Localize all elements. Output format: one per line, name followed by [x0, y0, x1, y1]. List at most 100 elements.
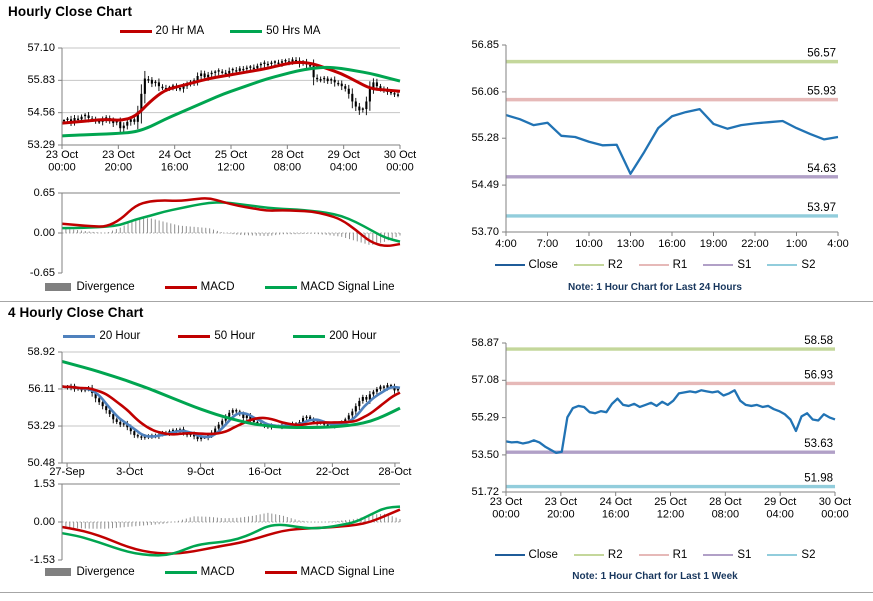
svg-text:57.08: 57.08	[471, 374, 499, 386]
hourly-macd-chart: 0.65 0.00 -0.65	[30, 187, 401, 279]
legend-item-label: S1	[737, 259, 752, 271]
macd-signal-line-legend-swatch-icon	[264, 285, 297, 289]
svg-text:56.06: 56.06	[471, 86, 499, 98]
legend-item-macd-signal-line: MACD Signal Line	[264, 281, 395, 293]
svg-text:1.53: 1.53	[34, 478, 55, 490]
legend-item-r2: R2	[573, 549, 623, 561]
legend-item-s2: S2	[767, 549, 815, 561]
section-divider-top	[0, 301, 873, 302]
svg-text:58.87: 58.87	[471, 337, 499, 349]
svg-text:28-Oct: 28-Oct	[378, 466, 411, 478]
svg-text:55.93: 55.93	[807, 86, 836, 98]
svg-text:55.83: 55.83	[27, 74, 55, 86]
20-hour-legend-swatch-icon	[63, 334, 96, 338]
svg-text:27-Sep: 27-Sep	[49, 466, 84, 478]
svg-text:4:00: 4:00	[495, 238, 516, 250]
svg-text:7:00: 7:00	[537, 238, 558, 250]
svg-text:55.28: 55.28	[471, 132, 499, 144]
r1-legend-swatch-icon	[638, 553, 669, 557]
pivot-24h-chart: 56.57 55.93 54.63 53.97 56.85 56.06 55.28 54.49…	[471, 39, 848, 250]
close-legend-swatch-icon	[494, 263, 525, 267]
legend-item-r1: R1	[638, 549, 688, 561]
svg-text:1:00: 1:00	[786, 238, 807, 250]
svg-text:4:00: 4:00	[827, 238, 848, 250]
svg-text:3-Oct: 3-Oct	[116, 466, 143, 478]
legend-item-close: Close	[494, 259, 558, 271]
50-hour-legend-swatch-icon	[178, 334, 211, 338]
svg-text:53.29: 53.29	[27, 139, 55, 151]
legend-item-label: Close	[528, 259, 558, 271]
section-divider-bottom	[0, 592, 873, 593]
r1-legend-swatch-icon	[638, 263, 669, 267]
macd-legend-swatch-icon	[164, 570, 197, 574]
four-hourly-macd-legend: Divergence MACD MACD Signal Line	[8, 566, 432, 578]
legend-item-s2: S2	[767, 259, 815, 271]
legend-item-200-hour: 200 Hour	[293, 330, 377, 342]
svg-text:16:00: 16:00	[658, 238, 686, 250]
svg-text:56.57: 56.57	[807, 48, 836, 60]
legend-item-label: 50 Hour	[214, 330, 256, 342]
svg-text:53.29: 53.29	[27, 420, 55, 432]
legend-item-label: Divergence	[76, 281, 135, 293]
svg-text:58.92: 58.92	[27, 346, 55, 358]
legend-item-label: R1	[672, 259, 688, 271]
50-hrs-ma-legend-swatch-icon	[230, 29, 263, 33]
legend-item-label: R1	[672, 549, 688, 561]
legend-item-label: Close	[528, 549, 558, 561]
s1-legend-swatch-icon	[703, 553, 734, 557]
svg-text:-1.53: -1.53	[30, 554, 55, 566]
legend-item-label: 20 Hr MA	[155, 25, 205, 37]
20-hr-ma-legend-swatch-icon	[119, 29, 152, 33]
legend-item-s1: S1	[703, 259, 751, 271]
hourly-price-legend: 20 Hr MA 50 Hrs MA	[8, 25, 432, 37]
hourly-chart-title: Hourly Close Chart	[8, 4, 133, 19]
four-hourly-macd-chart: 1.53 0.00 -1.53	[30, 478, 401, 566]
legend-item-label: S2	[801, 549, 816, 561]
svg-text:0.00: 0.00	[34, 227, 55, 239]
s2-legend-swatch-icon	[767, 553, 798, 557]
close-legend-swatch-icon	[494, 553, 525, 557]
svg-text:54.49: 54.49	[471, 179, 499, 191]
s2-legend-swatch-icon	[767, 263, 798, 267]
svg-text:9-Oct: 9-Oct	[187, 466, 214, 478]
svg-text:55.29: 55.29	[471, 412, 499, 424]
legend-item-20-hr-ma: 20 Hr MA	[119, 25, 205, 37]
legend-item-r2: R2	[573, 259, 623, 271]
svg-text:19:00: 19:00	[700, 238, 728, 250]
svg-text:56.93: 56.93	[804, 369, 833, 381]
macd-signal-line-legend-swatch-icon	[264, 570, 297, 574]
four-hourly-price-legend: 20 Hour 50 Hour 200 Hour	[8, 330, 432, 342]
svg-text:16-Oct: 16-Oct	[248, 466, 281, 478]
s1-legend-swatch-icon	[703, 263, 734, 267]
legend-item-divergence: Divergence	[45, 566, 135, 578]
svg-text:22:00: 22:00	[741, 238, 769, 250]
legend-item-s1: S1	[703, 549, 751, 561]
pivot-24h-legend: Close R2 R1 S1 S2	[440, 259, 870, 271]
svg-text:56.11: 56.11	[28, 383, 55, 395]
legend-item-macd: MACD	[164, 566, 235, 578]
divergence-legend-swatch-icon	[45, 283, 72, 291]
legend-item-r1: R1	[638, 259, 688, 271]
legend-item-close: Close	[494, 549, 558, 561]
hourly-macd-legend: Divergence MACD MACD Signal Line	[8, 281, 432, 293]
legend-item-label: MACD	[200, 281, 235, 293]
legend-item-macd: MACD	[164, 281, 235, 293]
divergence-legend-swatch-icon	[45, 568, 72, 576]
svg-text:54.56: 54.56	[27, 107, 55, 119]
svg-text:-0.65: -0.65	[30, 267, 55, 279]
legend-item-label: MACD Signal Line	[300, 566, 395, 578]
pivot-24h-note: Note: 1 Hour Chart for Last 24 Hours	[568, 282, 742, 293]
r2-legend-swatch-icon	[573, 263, 604, 267]
legend-item-macd-signal-line: MACD Signal Line	[264, 566, 395, 578]
